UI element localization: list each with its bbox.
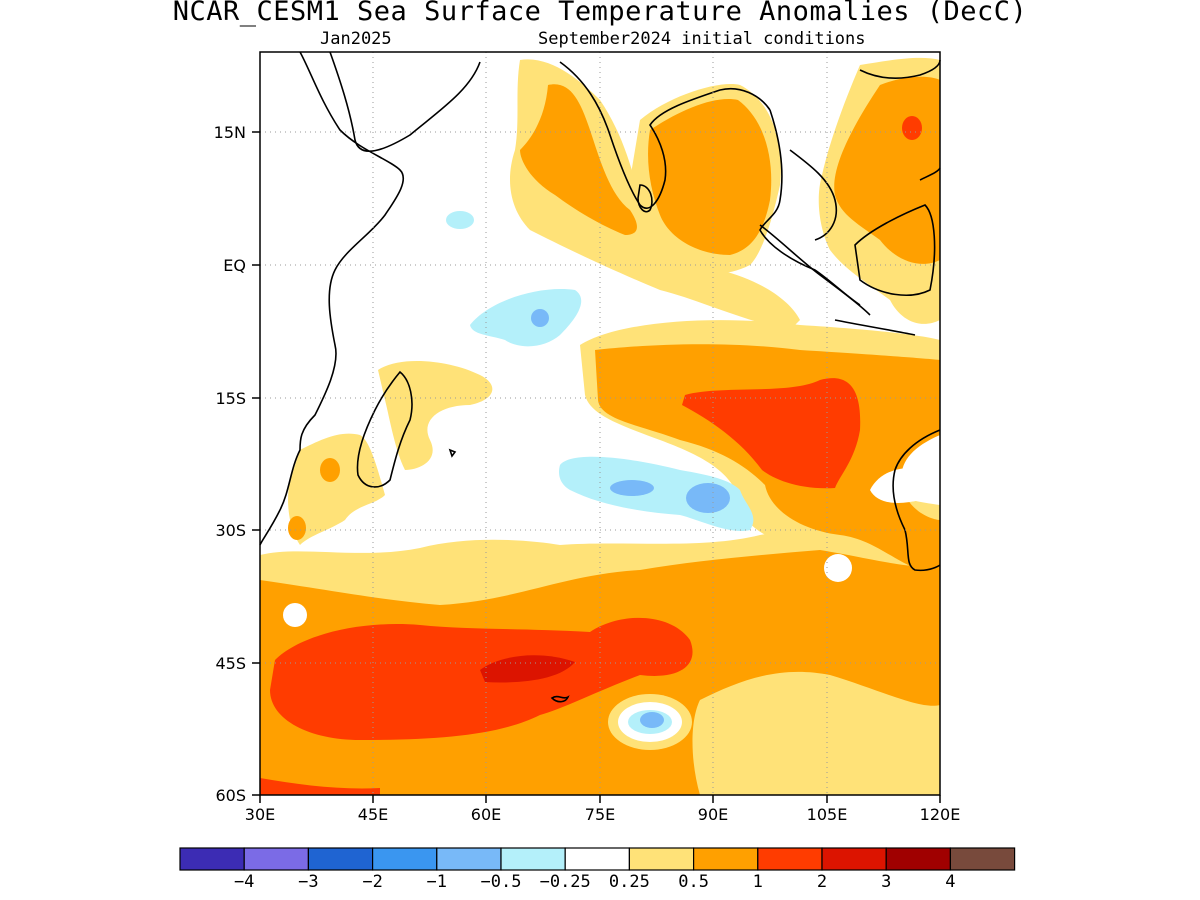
aus-coast-white	[870, 468, 920, 503]
colorbar-swatch	[243, 847, 309, 871]
colorbar-label: −0.5	[480, 872, 522, 892]
lon-label: 60E	[471, 805, 501, 824]
lon-label: 90E	[698, 805, 728, 824]
colorbar-swatch	[628, 847, 695, 871]
china-coast	[859, 59, 941, 80]
colorbar-swatch	[821, 847, 887, 871]
scs-red-core	[902, 116, 922, 140]
colorbar-swatch	[500, 847, 566, 871]
africa-coast	[259, 51, 405, 546]
colorbar-swatch	[307, 847, 374, 871]
mozambique-yellow	[288, 433, 385, 545]
india-coast	[559, 61, 771, 209]
white-patch-se	[824, 554, 852, 582]
blue-patch-b	[686, 483, 730, 513]
anomaly-field	[260, 52, 940, 795]
sumatra-coast	[759, 224, 871, 316]
colorbar-swatch	[949, 847, 1016, 871]
kerguelen-island	[550, 695, 570, 703]
south-darkred-core	[480, 655, 575, 683]
blue-patch-a	[610, 480, 654, 496]
lon-label: 105E	[807, 805, 848, 824]
south-red-core	[270, 617, 693, 740]
java-coast	[834, 319, 916, 336]
bob-orange	[648, 99, 772, 256]
eddy-blue	[640, 712, 664, 728]
lat-label: 60S	[215, 786, 246, 805]
se-red-core	[682, 378, 861, 489]
arabia-coast	[329, 51, 481, 152]
borneo-coast	[854, 204, 936, 296]
colorbar-swatch	[179, 847, 245, 871]
sri-lanka-coast	[637, 184, 653, 213]
colorbar-swatch	[372, 847, 438, 871]
colorbar-label: 0.25	[608, 872, 650, 892]
lon-label: 75E	[585, 805, 615, 824]
white-patch-sw	[283, 603, 307, 627]
colorbar-swatch	[436, 847, 502, 871]
forecast-month: Jan2025	[320, 29, 392, 49]
chart-title: NCAR_CESM1 Sea Surface Temperature Anoma…	[172, 0, 1028, 27]
colorbar-label: −3	[298, 872, 319, 892]
lat-label: EQ	[223, 256, 246, 275]
arabian-orange	[520, 84, 637, 235]
colorbar-swatch	[564, 847, 631, 871]
lat-label: 30S	[215, 521, 246, 540]
mozambique-orange	[320, 458, 340, 482]
mozambique-orange-2	[288, 516, 306, 540]
bay-east-coast	[759, 109, 861, 306]
madagascar-coast	[356, 370, 413, 488]
lat-label: 15S	[215, 389, 246, 408]
tick-marks	[252, 131, 941, 803]
colorbar-swatch	[757, 847, 823, 871]
south-yellow-hole	[692, 671, 940, 795]
colorbar-label: 0.5	[678, 872, 709, 892]
colorbar-swatch	[692, 847, 759, 871]
graticule	[260, 52, 940, 795]
cyan-patch-5s	[470, 289, 582, 347]
lon-label: 120E	[920, 805, 961, 824]
colorbar-label: 1	[752, 872, 763, 892]
cyan-patch-n	[446, 211, 474, 229]
lon-label: 30E	[245, 805, 275, 824]
colorbar-swatch	[885, 847, 952, 871]
coastlines	[259, 51, 941, 703]
colorbar-label: −2	[362, 872, 383, 892]
colorbar-label: 3	[881, 872, 892, 892]
lat-label: 45S	[215, 654, 246, 673]
initial-conditions: September2024 initial conditions	[538, 29, 866, 49]
colorbar-label: −4	[233, 872, 255, 892]
lon-label: 45E	[358, 805, 388, 824]
madagascar-east-yellow	[378, 360, 493, 470]
lat-label: 15N	[214, 123, 246, 142]
colorbar-label: −1	[426, 872, 448, 892]
colorbar-label: 2	[816, 872, 828, 892]
south-bottom-red	[260, 778, 380, 795]
mascarene-island	[448, 448, 457, 458]
blue-patch-5s	[531, 309, 549, 327]
colorbar	[179, 847, 1016, 871]
colorbar-label: 4	[945, 872, 956, 892]
colorbar-label: −0.25	[539, 872, 591, 892]
